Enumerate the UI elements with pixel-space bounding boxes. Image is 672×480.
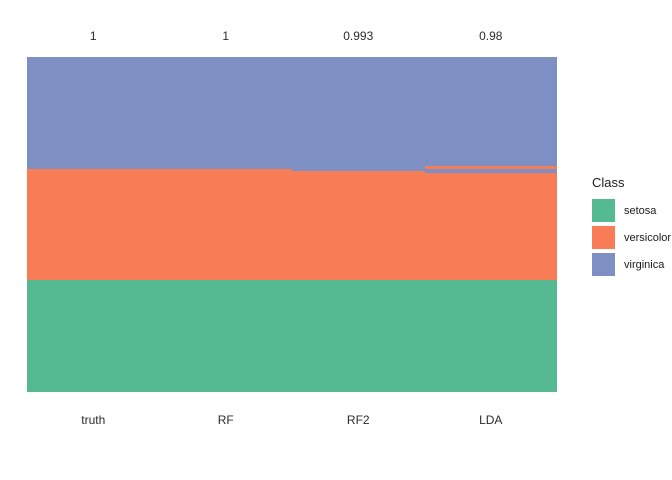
legend-label-setosa: setosa <box>624 204 657 217</box>
stacked-class-plot <box>27 57 557 393</box>
x-axis-label-truth: truth <box>81 413 106 427</box>
segment-LDA-versicolor <box>424 173 557 281</box>
segment-truth-setosa <box>27 280 160 393</box>
segment-truth-virginica <box>27 57 160 169</box>
x-axis-label-rf2: RF2 <box>346 413 370 427</box>
legend-item-versicolor: versicolor <box>592 226 672 249</box>
segment-RF2-versicolor <box>292 170 425 281</box>
segment-LDA-virginica <box>424 57 557 167</box>
column-RF2 <box>292 57 425 393</box>
legend-item-setosa: setosa <box>592 199 672 222</box>
segment-LDA-setosa <box>424 280 557 393</box>
segment-RF-virginica <box>159 57 292 169</box>
legend-item-virginica: virginica <box>592 253 672 276</box>
accuracy-label-rf: 1 <box>222 29 230 43</box>
segment-RF2-virginica <box>292 57 425 171</box>
segment-RF-versicolor <box>159 168 292 281</box>
accuracy-label-rf2: 0.993 <box>343 29 374 43</box>
x-axis-labels-row: truth RF RF2 LDA <box>27 412 557 428</box>
segment-truth-versicolor <box>27 168 160 281</box>
legend-label-versicolor: versicolor <box>624 231 672 244</box>
segment-RF-setosa <box>159 280 292 393</box>
segment-RF2-setosa <box>292 280 425 393</box>
segment-LDA-virginica <box>424 168 557 174</box>
legend-swatch-versicolor-icon <box>592 226 615 249</box>
accuracy-labels-row: 1 1 0.993 0.98 <box>27 28 557 44</box>
legend-title: Class <box>592 175 625 190</box>
x-axis-label-rf: RF <box>217 413 234 427</box>
legend-swatch-setosa-icon <box>592 199 615 222</box>
column-LDA <box>424 57 557 393</box>
column-truth <box>27 57 160 393</box>
legend-swatch-virginica-icon <box>592 253 615 276</box>
accuracy-label-lda: 0.98 <box>479 29 503 43</box>
column-RF <box>159 57 292 393</box>
accuracy-label-truth: 1 <box>89 29 97 43</box>
x-axis-label-lda: LDA <box>479 413 503 427</box>
legend-label-virginica: virginica <box>624 258 665 271</box>
segment-LDA-versicolor <box>424 166 557 169</box>
legend: Class setosa versicolor virginica <box>592 176 672 280</box>
